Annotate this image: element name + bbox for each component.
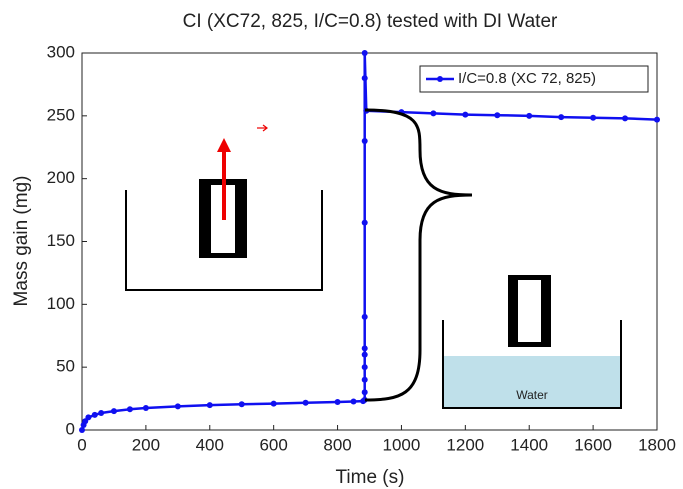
data-point	[590, 114, 597, 121]
beaker	[125, 190, 323, 291]
x-tick-label: 1800	[638, 435, 676, 454]
data-point	[494, 112, 501, 119]
data-point	[85, 414, 92, 421]
data-point	[361, 351, 368, 358]
y-tick-label: 200	[47, 168, 75, 187]
data-point	[361, 50, 368, 56]
x-axis-label: Time (s)	[336, 467, 405, 488]
x-tick-label: 1200	[446, 435, 484, 454]
legend-box	[419, 65, 649, 93]
arrow-head	[217, 138, 231, 152]
data-point	[91, 411, 98, 418]
data-point	[361, 364, 368, 371]
annotation: Water	[516, 388, 548, 402]
data-point	[654, 116, 660, 123]
data-point	[110, 408, 117, 415]
data-point	[361, 137, 368, 144]
data-point	[526, 112, 533, 119]
plot-area: 0 200 400 600 800 1000 1200 1400 1600 1800 0 50 100 1…	[47, 42, 676, 454]
y-tick-label: 150	[47, 231, 75, 250]
y-tick-label: 250	[47, 105, 75, 124]
x-tick-label: 1400	[510, 435, 548, 454]
electrode-core	[518, 280, 541, 342]
y-axis-label: Mass gain (mg)	[11, 176, 32, 307]
y-tick-label: 300	[47, 42, 75, 61]
inset-water: Water	[442, 275, 622, 409]
legend-marker	[437, 76, 443, 82]
x-tick-label: 200	[132, 435, 160, 454]
data-point	[361, 313, 368, 320]
data-point	[350, 398, 357, 405]
x-tick-label: 800	[323, 435, 351, 454]
y-tick-label: 100	[47, 294, 75, 313]
data-point	[430, 110, 437, 117]
data-point	[126, 406, 133, 413]
inset-lifted	[125, 124, 323, 291]
data-point	[361, 376, 368, 383]
data-point	[622, 115, 629, 122]
data-point	[79, 427, 85, 433]
data-point	[334, 398, 341, 405]
water	[444, 356, 620, 407]
data-point	[206, 402, 213, 409]
data-point	[270, 400, 277, 407]
data-point	[361, 389, 368, 396]
data-point	[98, 410, 105, 417]
x-tick-label: 600	[259, 435, 287, 454]
small-arrow-head	[262, 124, 268, 132]
y-tick-label: 50	[56, 357, 75, 376]
beaker	[442, 320, 622, 409]
data-point	[558, 114, 565, 121]
data-point	[302, 399, 309, 406]
data-point	[462, 111, 469, 118]
y-tick-label: 0	[66, 419, 75, 438]
data-point	[174, 403, 181, 410]
data-point	[361, 345, 368, 352]
chart-title: CI (XC72, 825, I/C=0.8) tested with DI W…	[183, 11, 558, 32]
x-tick-label: 1600	[574, 435, 612, 454]
brace	[364, 108, 473, 402]
x-tick-label: 400	[196, 435, 224, 454]
data-point	[361, 75, 368, 82]
data-point	[361, 219, 368, 226]
data-point	[142, 405, 149, 412]
x-tick-label: 1000	[383, 435, 421, 454]
legend-label: I/C=0.8 (XC 72, 825)	[458, 70, 596, 87]
data-point	[238, 401, 245, 408]
x-tick-label: 0	[77, 435, 86, 454]
